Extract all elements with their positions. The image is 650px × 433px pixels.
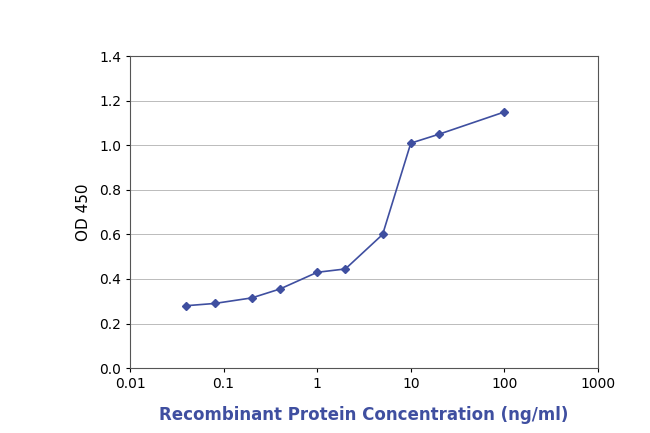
Y-axis label: OD 450: OD 450 [75,184,90,241]
Text: Recombinant Protein Concentration (ng/ml): Recombinant Protein Concentration (ng/ml… [159,406,569,424]
